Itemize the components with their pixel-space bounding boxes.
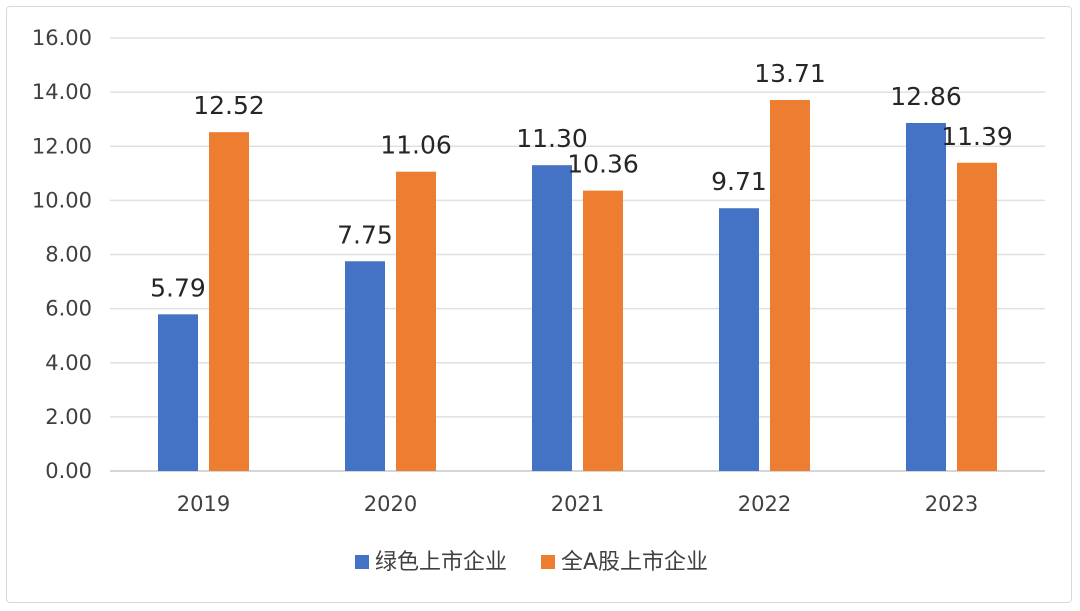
data-label: 12.52 (193, 91, 265, 120)
y-axis: 0.00 2.00 4.00 6.00 8.00 10.00 12.00 14.00 16.00 (32, 26, 92, 483)
y-tick-label: 10.00 (32, 188, 92, 212)
data-label: 5.79 (150, 273, 206, 302)
legend-label: 绿色上市企业 (375, 550, 507, 575)
bar-all-a-2020 (396, 171, 436, 471)
x-tick-label: 2023 (925, 492, 978, 516)
legend-swatch (541, 555, 555, 569)
bar-all-a-2019 (209, 132, 249, 472)
x-tick-label: 2019 (177, 492, 230, 516)
data-label: 9.71 (711, 167, 767, 196)
bar-green-2021 (532, 165, 572, 471)
y-tick-label: 6.00 (45, 297, 92, 321)
gridlines (110, 37, 1045, 472)
bar-green-2023 (906, 122, 946, 471)
y-tick-label: 12.00 (32, 134, 92, 158)
y-tick-label: 14.00 (32, 80, 92, 104)
bar-all-a-2022 (770, 99, 810, 472)
y-tick-label: 0.00 (45, 459, 92, 483)
y-tick-label: 8.00 (45, 243, 92, 267)
data-label: 12.86 (890, 82, 962, 111)
x-axis: 2019 2020 2021 2022 2023 (177, 492, 978, 516)
bar-all-a-2021 (583, 190, 623, 471)
data-label: 10.36 (567, 150, 639, 179)
data-label: 11.30 (516, 124, 588, 153)
x-tick-label: 2020 (364, 492, 417, 516)
x-tick-label: 2022 (738, 492, 791, 516)
legend-label: 全A股上市企业 (561, 550, 708, 575)
legend: 绿色上市企业 全A股上市企业 (355, 550, 708, 575)
data-label: 7.75 (337, 220, 393, 249)
y-tick-label: 16.00 (32, 26, 92, 50)
y-tick-label: 2.00 (45, 405, 92, 429)
bar-all-a-2023 (957, 162, 997, 471)
y-tick-label: 4.00 (45, 351, 92, 375)
bar-green-2019 (158, 314, 198, 471)
x-tick-label: 2021 (551, 492, 604, 516)
data-label: 13.71 (754, 59, 826, 88)
bar-green-2022 (719, 208, 759, 471)
data-label: 11.39 (941, 122, 1013, 151)
bars (158, 99, 997, 472)
data-label: 11.06 (380, 131, 452, 160)
legend-swatch (355, 555, 369, 569)
bar-green-2020 (345, 261, 385, 471)
